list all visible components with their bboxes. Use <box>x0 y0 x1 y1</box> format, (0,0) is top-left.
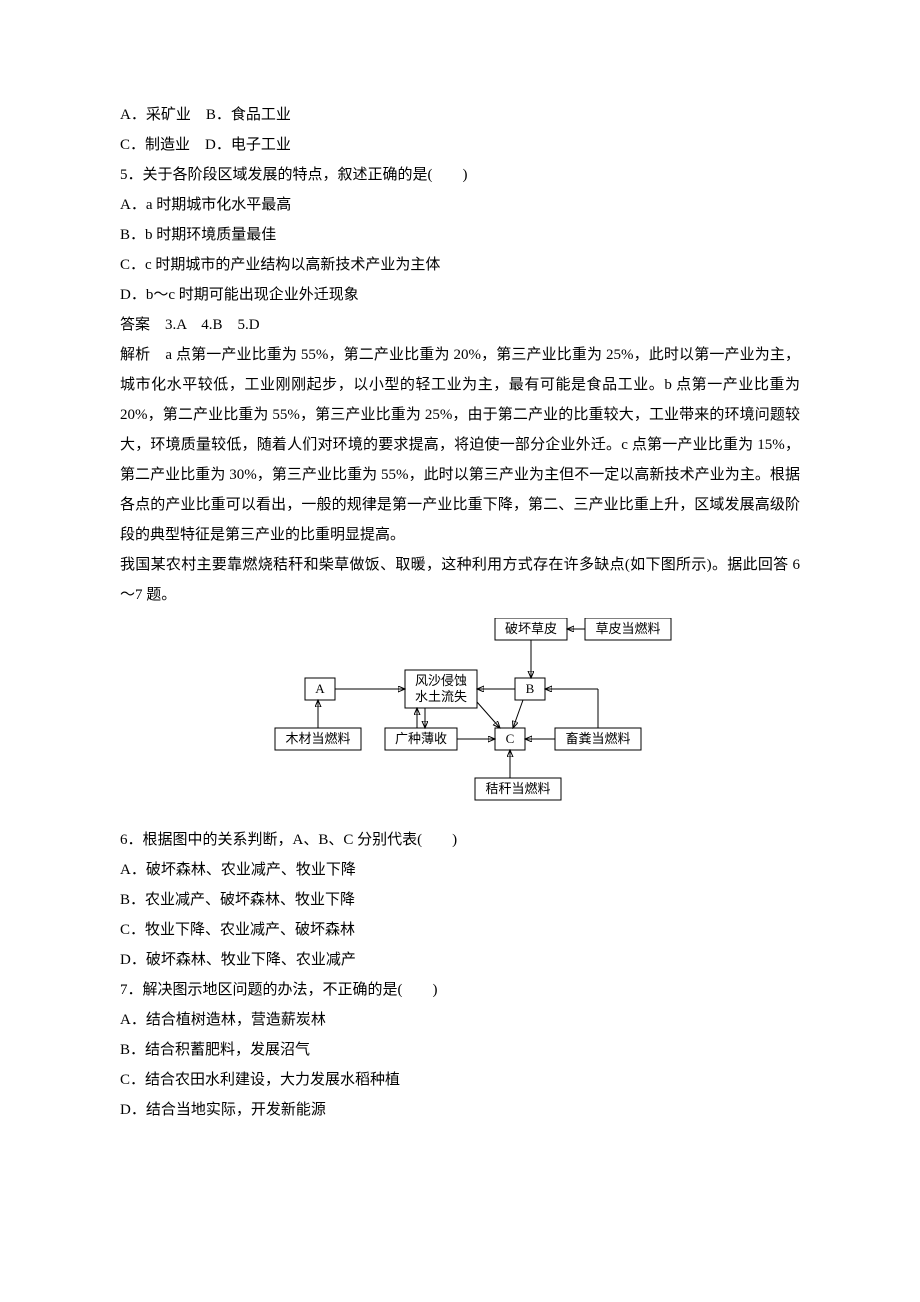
node-c: C <box>506 731 515 746</box>
opt-text: C．制造业 <box>120 137 190 153</box>
q4-option-a: A．采矿业 B．食品工业 <box>120 100 800 130</box>
fuel-cycle-diagram: 破坏草皮 草皮当燃料 A 风沙侵蚀 水土流失 B 木材当燃料 广种薄收 C 畜粪… <box>120 618 800 813</box>
q7-option-b: B．结合积蓄肥料，发展沼气 <box>120 1035 800 1065</box>
q5-option-b: B．b 时期环境质量最佳 <box>120 220 800 250</box>
opt-text: A．采矿业 <box>120 107 191 123</box>
node-broad-thin: 广种薄收 <box>395 731 447 746</box>
node-center-2: 水土流失 <box>415 689 467 704</box>
q6-option-d: D．破坏森林、牧业下降、农业减产 <box>120 945 800 975</box>
answers-3-5: 答案 3.A 4.B 5.D <box>120 310 800 340</box>
q5-option-c: C．c 时期城市的产业结构以高新技术产业为主体 <box>120 250 800 280</box>
q6-option-c: C．牧业下降、农业减产、破坏森林 <box>120 915 800 945</box>
q7-option-d: D．结合当地实际，开发新能源 <box>120 1095 800 1125</box>
q7-stem: 7．解决图示地区问题的办法，不正确的是( ) <box>120 975 800 1005</box>
q5-option-a: A．a 时期城市化水平最高 <box>120 190 800 220</box>
node-dung-fuel: 畜粪当燃料 <box>565 731 630 746</box>
q6-stem: 6．根据图中的关系判断，A、B、C 分别代表( ) <box>120 825 800 855</box>
q7-option-a: A．结合植树造林，营造薪炭林 <box>120 1005 800 1035</box>
node-wood-fuel: 木材当燃料 <box>285 731 350 746</box>
node-straw-fuel: 秸秆当燃料 <box>485 781 550 796</box>
node-grass-destroy: 破坏草皮 <box>505 621 557 636</box>
q6-option-b: B．农业减产、破坏森林、牧业下降 <box>120 885 800 915</box>
explain-3-5: 解析 a 点第一产业比重为 55%，第二产业比重为 20%，第三产业比重为 25… <box>120 340 800 550</box>
q5-stem: 5．关于各阶段区域发展的特点，叙述正确的是( ) <box>120 160 800 190</box>
opt-text: D．电子工业 <box>205 137 291 153</box>
q5-option-d: D．b～c 时期可能出现企业外迁现象 <box>120 280 800 310</box>
opt-text: B．食品工业 <box>206 107 291 123</box>
node-b: B <box>526 681 535 696</box>
q4-option-c: C．制造业 D．电子工业 <box>120 130 800 160</box>
node-grass-fuel: 草皮当燃料 <box>595 621 660 636</box>
node-a: A <box>315 681 325 696</box>
q7-option-c: C．结合农田水利建设，大力发展水稻种植 <box>120 1065 800 1095</box>
node-center-1: 风沙侵蚀 <box>415 673 467 688</box>
q6-option-a: A．破坏森林、农业减产、牧业下降 <box>120 855 800 885</box>
intro-6-7: 我国某农村主要靠燃烧秸秆和柴草做饭、取暖，这种利用方式存在许多缺点(如下图所示)… <box>120 550 800 610</box>
